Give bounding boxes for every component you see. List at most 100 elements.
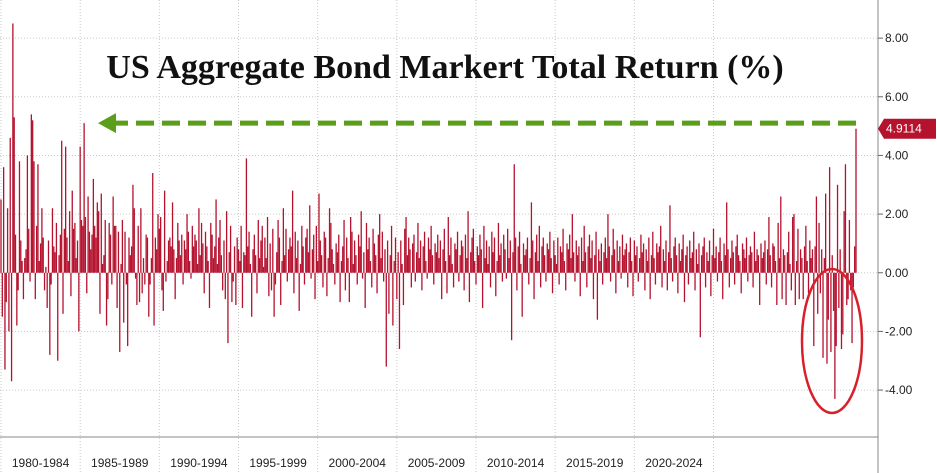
bar (431, 255, 434, 273)
bar (736, 234, 738, 273)
bar (751, 252, 753, 273)
bar (562, 228, 564, 273)
bar (157, 214, 159, 273)
bar (753, 231, 756, 273)
bar (764, 240, 766, 273)
bar (95, 237, 97, 273)
bar (26, 155, 29, 273)
bar (72, 228, 75, 273)
bar (334, 272, 336, 285)
bar (357, 234, 360, 273)
bar (521, 272, 523, 317)
bar (372, 228, 374, 273)
bar (735, 246, 737, 273)
bar (119, 272, 121, 352)
bar (243, 252, 245, 273)
bar (389, 255, 391, 273)
bar (396, 272, 398, 300)
bar (809, 240, 811, 273)
bar (367, 249, 369, 273)
bar (101, 263, 104, 273)
bar (590, 258, 592, 273)
bar (854, 246, 856, 273)
bar (826, 272, 828, 364)
bar (359, 246, 361, 273)
bar (237, 249, 240, 273)
y-tick-label: 4.00 (885, 148, 909, 162)
bar (384, 249, 386, 273)
bar (463, 272, 465, 291)
bar (636, 246, 638, 273)
bar (558, 272, 560, 285)
bar (554, 255, 556, 273)
bar (76, 240, 79, 273)
bar (13, 117, 15, 273)
x-tick-label: 2015-2019 (566, 456, 624, 470)
bar (615, 272, 617, 294)
bar (130, 246, 133, 273)
y-tick-label: -2.00 (885, 324, 913, 338)
bar (62, 272, 64, 314)
x-tick-label: 2010-2014 (487, 456, 545, 470)
bar (489, 272, 492, 288)
bar (79, 146, 81, 273)
bar (74, 222, 76, 273)
bar (815, 196, 818, 273)
bar (287, 249, 290, 273)
bar (137, 225, 139, 273)
bar (58, 255, 60, 273)
bar (120, 263, 122, 273)
bar (20, 240, 22, 273)
bar (574, 272, 576, 282)
bar (530, 202, 533, 273)
bar (822, 272, 824, 358)
x-tick-label: 1985-1989 (91, 456, 149, 470)
bar (691, 252, 694, 273)
bar (472, 228, 475, 273)
bar (339, 272, 341, 303)
bar (488, 246, 490, 273)
bar (70, 272, 72, 297)
bar (475, 272, 477, 285)
bar (196, 263, 199, 273)
bar (10, 272, 13, 382)
axes (0, 0, 879, 473)
bar (317, 261, 319, 273)
bar (307, 252, 310, 273)
bar (103, 255, 105, 273)
bar (258, 258, 261, 273)
bar (167, 240, 170, 273)
bar (80, 219, 83, 273)
bar (450, 237, 452, 273)
bar (689, 240, 691, 273)
bar (344, 272, 347, 291)
bar (332, 263, 335, 273)
bar (162, 272, 164, 311)
bar (476, 246, 478, 273)
x-tick-label: 2020-2024 (645, 456, 703, 470)
bar (681, 249, 683, 273)
bar (607, 214, 609, 273)
bar (123, 272, 125, 323)
bar (185, 249, 187, 273)
bar (141, 272, 143, 294)
bar (509, 240, 511, 273)
bar (572, 252, 575, 273)
bar (789, 263, 791, 273)
bar (229, 225, 232, 273)
bar (393, 261, 395, 273)
y-tick-label: 0.00 (885, 266, 909, 280)
x-tick-label: 2005-2009 (408, 456, 466, 470)
bar (309, 205, 311, 273)
bar (249, 263, 252, 273)
bar (356, 272, 358, 285)
bar (570, 258, 572, 273)
bar (328, 208, 331, 273)
bar (302, 246, 304, 273)
bar (627, 272, 629, 288)
bar (409, 249, 411, 273)
bar (87, 196, 89, 273)
bar (650, 255, 653, 273)
bar (852, 272, 855, 288)
bar (508, 258, 510, 273)
